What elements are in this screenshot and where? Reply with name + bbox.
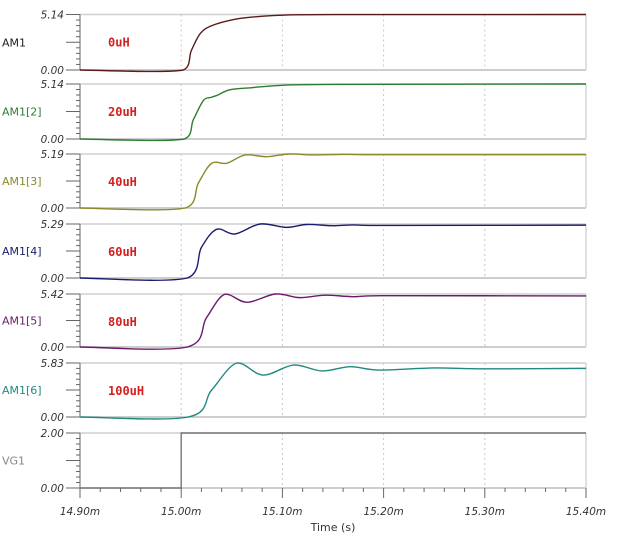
x-tick-label: 15.20m [363,506,403,518]
inductance-annotation: 60uH [108,245,137,259]
series-label: AM1[2] [2,106,42,119]
series-label: AM1[5] [2,315,42,328]
x-tick-label: 15.40m [566,506,606,518]
y-tick-label-min: 0.00 [41,65,65,77]
x-tick-label: 15.10m [262,506,302,518]
x-axis: 14.90m 15.00m 15.10m 15.20m 15.30m 15.40m Time… [60,488,606,534]
inductance-annotation: 80uH [108,315,137,329]
x-axis-title: Time (s) [310,521,356,534]
panel-6: 5.83 0.00 AM1[6] 100uH [2,358,587,424]
panel-4: 5.29 0.00 AM1[4] 60uH [2,219,587,285]
series-label: AM1[3] [2,175,42,188]
y-tick-label-max: 5.19 [41,149,65,161]
series-line-AM1[4] [79,223,587,281]
y-tick-label-min: 0.00 [41,203,65,215]
series-line-AM1 [79,13,587,73]
series-label: AM1[4] [2,245,42,258]
panel-3: 5.19 0.00 AM1[3] 40uH [2,149,587,215]
panel-1: 5.14 0.00 AM1 0uH [2,10,587,77]
x-tick-label: 15.30m [465,506,505,518]
series-line-AM1[2] [79,83,587,142]
inductance-annotation: 0uH [108,36,130,50]
series-label: AM1 [2,36,26,49]
panel-2: 5.14 0.00 AM1[2] 20uH [2,79,587,146]
y-tick-label-min: 0.00 [41,342,65,354]
inductance-annotation: 100uH [108,384,144,398]
y-tick-label-max: 5.14 [41,10,64,22]
series-line-AM1[3] [79,153,587,211]
panel-7: 2.00 0.00 VG1 [2,428,587,495]
series-line-AM1[5] [79,293,587,350]
y-tick-label-min: 0.00 [41,134,65,146]
y-tick-label-max: 5.42 [41,289,65,301]
y-tick-label-min: 0.00 [41,483,65,495]
y-tick-label-min: 0.00 [41,412,65,424]
y-tick-label-max: 5.14 [41,79,64,91]
series-line-AM1[6] [79,362,587,420]
y-tick-label-min: 0.00 [41,273,65,285]
y-tick-label-max: 2.00 [41,428,65,440]
inductance-annotation: 40uH [108,175,137,189]
y-tick-label-max: 5.29 [41,219,65,231]
x-tick-label: 15.00m [161,506,201,518]
panel-5: 5.42 0.00 AM1[5] 80uH [2,289,587,354]
inductance-annotation: 20uH [108,105,137,119]
series-label: AM1[6] [2,384,42,397]
series-line-VG1 [80,432,586,489]
y-tick-label-max: 5.83 [41,358,64,370]
x-tick-label: 14.90m [60,506,100,518]
series-label: VG1 [2,455,25,468]
